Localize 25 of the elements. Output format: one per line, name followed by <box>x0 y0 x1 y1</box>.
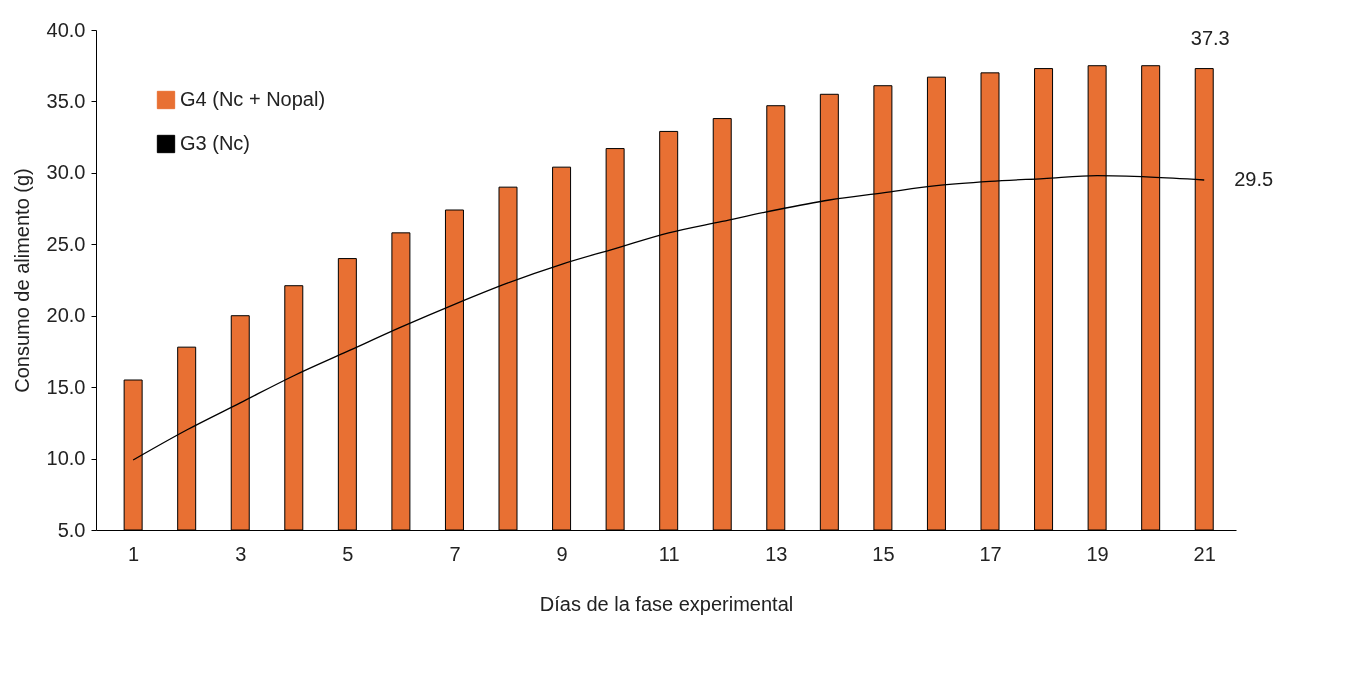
annotation: 37.3 <box>1190 26 1230 49</box>
x-tick-label: 13 <box>765 542 788 565</box>
x-tick-label: 9 <box>556 542 568 565</box>
x-tick-label: 15 <box>872 542 895 565</box>
annotation: 29.5 <box>1234 168 1274 190</box>
y-tick-label: 10.0 <box>46 447 86 470</box>
x-axis-title: Días de la fase experimental <box>539 592 794 615</box>
legend-label: G4 (Nc + Nopal) <box>180 88 326 110</box>
y-tick-label: 30.0 <box>46 161 86 184</box>
legend-label: G3 (Nc) <box>180 132 250 154</box>
y-tick-label: 35.0 <box>46 89 86 112</box>
x-tick-label: 7 <box>449 542 461 565</box>
y-tick-label: 15.0 <box>46 375 86 398</box>
x-tick-label: 11 <box>658 542 680 565</box>
y-tick-label: 5.0 <box>57 518 86 541</box>
x-tick-label: 5 <box>342 542 354 565</box>
y-tick-label: 20.0 <box>46 304 86 327</box>
x-tick-label: 17 <box>979 542 1002 565</box>
x-tick-label: 1 <box>128 542 140 565</box>
y-tick-label: 25.0 <box>46 232 86 255</box>
y-axis-title: Consumo de alimento (g) <box>10 168 33 393</box>
x-tick-label: 19 <box>1086 542 1109 565</box>
x-tick-label: 21 <box>1193 542 1216 565</box>
y-tick-label: 40.0 <box>46 18 86 41</box>
x-tick-label: 3 <box>235 542 247 565</box>
